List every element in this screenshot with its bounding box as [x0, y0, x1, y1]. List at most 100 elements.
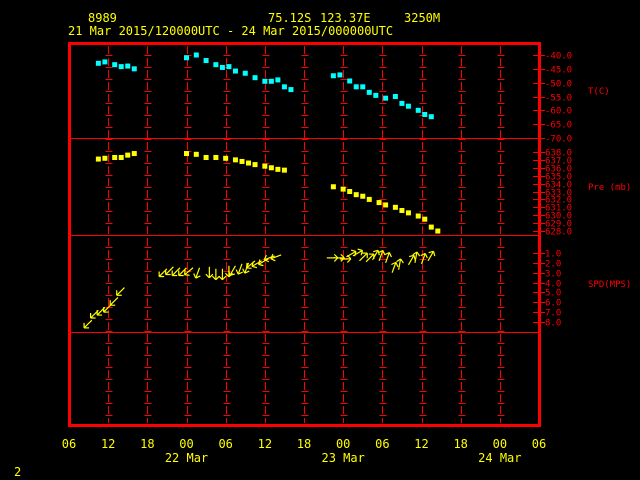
wind-arrow	[412, 251, 421, 263]
wind-arrow-head	[258, 263, 264, 267]
temperature-point	[242, 70, 248, 76]
wind-arrow	[378, 249, 386, 262]
wind-arrow-head	[193, 273, 197, 279]
pressure-point	[422, 216, 428, 222]
pressure-point	[112, 154, 118, 160]
temperature-point	[353, 84, 359, 90]
pressure-point	[353, 192, 359, 198]
wind-arrow-shaft	[251, 260, 262, 267]
wind-arrow-head	[360, 250, 364, 256]
wind-arrow	[384, 251, 392, 264]
x-tick-label: 18	[297, 437, 311, 451]
temperature-point	[131, 66, 137, 72]
wind-arrow-head	[264, 259, 270, 263]
x-tick-label: 18	[140, 437, 154, 451]
wind-arrow	[235, 263, 244, 275]
temperature-point	[213, 62, 219, 68]
temperature-point	[232, 68, 238, 74]
pressure-point	[213, 154, 219, 160]
time-range: 21 Mar 2015/120000UTC - 24 Mar 2015/0000…	[68, 24, 393, 38]
wind-arrow-shaft	[365, 253, 375, 263]
wind-arrow-head	[208, 273, 214, 279]
pressure-point	[184, 151, 189, 157]
temperature-point	[330, 73, 336, 79]
temperature-tick-label: -40.0	[545, 52, 572, 62]
wind-arrow-head	[424, 253, 428, 259]
wind-arrow-head	[384, 251, 390, 256]
wind-tick-label: 2.0	[545, 260, 561, 270]
x-tick-label: 12	[258, 437, 272, 451]
x-tick-label: 00	[179, 437, 193, 451]
temperature-point	[203, 58, 209, 64]
pressure-point	[330, 184, 336, 190]
wind-arrow-head	[378, 249, 384, 254]
pressure-point	[392, 204, 398, 210]
wind-axis-label: SPD(MPS)	[588, 280, 631, 290]
temperature-tick-label: -50.0	[545, 80, 572, 90]
pressure-point	[405, 210, 411, 216]
wind-arrow	[228, 265, 236, 276]
temperature-point	[184, 55, 189, 61]
pressure-tick-label: 632.0	[545, 196, 572, 206]
wind-arrow-shaft	[258, 258, 269, 265]
temperature-point	[193, 52, 199, 58]
wind-arrow-head	[382, 250, 386, 256]
page-number: 2	[14, 465, 21, 479]
wind-arrow-head	[340, 253, 345, 259]
wind-arrow-shaft	[109, 296, 119, 306]
temperature-point	[415, 107, 421, 113]
wind-arrow-shaft	[103, 303, 112, 313]
wind-arrow-shaft	[407, 254, 415, 266]
pressure-point	[262, 163, 268, 169]
pressure-tick-label: 633.0	[545, 189, 572, 199]
temperature-point	[383, 95, 389, 101]
wind-arrow-head	[263, 254, 267, 260]
pressure-tick-label: 635.0	[545, 173, 572, 183]
wind-arrow	[109, 296, 119, 306]
wind-arrow-head	[228, 270, 231, 276]
pressure-tick-label: 628.0	[545, 228, 572, 238]
x-tick-label: 06	[218, 437, 232, 451]
temperature-point	[422, 111, 428, 117]
grid	[69, 46, 539, 423]
date-label: 24 Mar	[478, 451, 521, 465]
x-tick-label: 00	[336, 437, 350, 451]
wind-arrow-head	[235, 269, 239, 275]
temperature-point	[252, 75, 258, 81]
wind-arrow-shaft	[372, 250, 379, 261]
pressure-axis-label: Pre (mb)	[588, 183, 631, 193]
temperature-point	[102, 59, 108, 65]
pressure-tick-label: 629.0	[545, 220, 572, 230]
pressure-point	[239, 158, 245, 164]
wind-arrow	[396, 258, 404, 270]
wind-arrow-head	[242, 268, 246, 274]
wind-arrow	[346, 249, 357, 258]
wind-arrow-head	[420, 252, 426, 257]
wind-tick-label: 3.0	[545, 270, 561, 280]
temperature-point	[366, 89, 372, 95]
wind-arrow	[184, 267, 194, 276]
x-tick-label: 12	[414, 437, 428, 451]
temperature-point	[268, 78, 274, 84]
wind-tick-label: 4.0	[545, 280, 561, 290]
pressure-point	[415, 213, 421, 219]
wind-arrow	[103, 303, 112, 313]
wind-arrow	[407, 254, 416, 266]
temperature-point	[399, 100, 405, 106]
wind-arrow-shaft	[391, 262, 397, 273]
wind-arrow-shaft	[184, 267, 194, 276]
temperature-axis-label: T(C)	[588, 87, 610, 97]
wind-arrow-head	[388, 252, 392, 258]
wind-arrow-shaft	[352, 249, 363, 257]
temperature-point	[118, 64, 124, 70]
wind-arrow	[165, 266, 174, 276]
temperature-point	[281, 84, 287, 90]
wind-arrow-head	[221, 275, 227, 281]
wind-arrow-shaft	[385, 252, 390, 264]
wind-arrow-head	[205, 273, 210, 279]
wind-arrow-shaft	[116, 287, 125, 296]
wind-arrow	[171, 267, 181, 277]
date-label: 22 Mar	[165, 451, 208, 465]
wind-arrow-head	[224, 272, 230, 278]
